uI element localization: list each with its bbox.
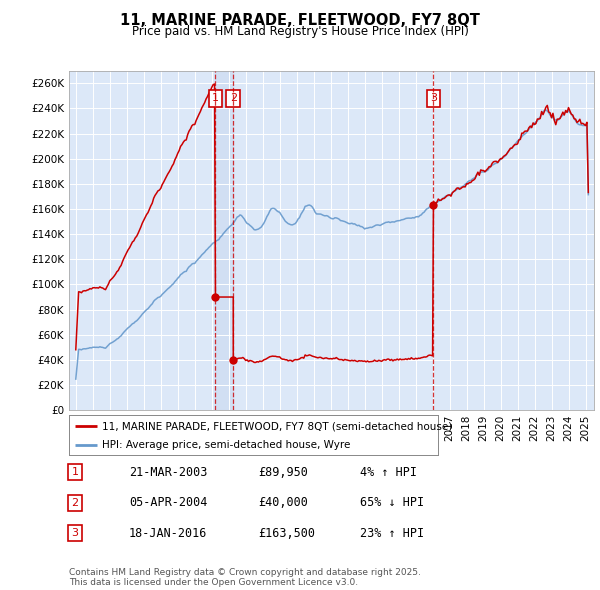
Text: 1: 1: [212, 93, 219, 103]
Text: £163,500: £163,500: [258, 527, 315, 540]
Text: 23% ↑ HPI: 23% ↑ HPI: [360, 527, 424, 540]
Text: 1: 1: [71, 467, 79, 477]
Text: 18-JAN-2016: 18-JAN-2016: [129, 527, 208, 540]
Text: Price paid vs. HM Land Registry's House Price Index (HPI): Price paid vs. HM Land Registry's House …: [131, 25, 469, 38]
Text: 3: 3: [71, 529, 79, 538]
Bar: [215, 71, 233, 410]
Text: 2: 2: [230, 93, 237, 103]
Text: £89,950: £89,950: [258, 466, 308, 478]
Text: 21-MAR-2003: 21-MAR-2003: [129, 466, 208, 478]
Text: 11, MARINE PARADE, FLEETWOOD, FY7 8QT: 11, MARINE PARADE, FLEETWOOD, FY7 8QT: [120, 13, 480, 28]
Text: 05-APR-2004: 05-APR-2004: [129, 496, 208, 509]
Text: 4% ↑ HPI: 4% ↑ HPI: [360, 466, 417, 478]
Text: 65% ↓ HPI: 65% ↓ HPI: [360, 496, 424, 509]
Text: £40,000: £40,000: [258, 496, 308, 509]
Text: HPI: Average price, semi-detached house, Wyre: HPI: Average price, semi-detached house,…: [102, 440, 350, 450]
Text: 2: 2: [71, 498, 79, 507]
Text: 11, MARINE PARADE, FLEETWOOD, FY7 8QT (semi-detached house): 11, MARINE PARADE, FLEETWOOD, FY7 8QT (s…: [102, 421, 452, 431]
Text: 3: 3: [430, 93, 437, 103]
Text: Contains HM Land Registry data © Crown copyright and database right 2025.
This d: Contains HM Land Registry data © Crown c…: [69, 568, 421, 587]
